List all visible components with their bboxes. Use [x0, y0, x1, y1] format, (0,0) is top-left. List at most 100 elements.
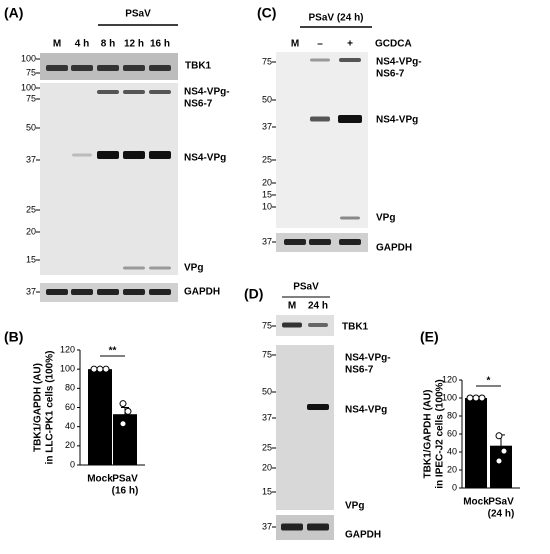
data-point	[495, 457, 503, 465]
marker-label: 37	[262, 412, 272, 422]
lane-label: M	[291, 39, 299, 50]
data-point	[119, 400, 127, 408]
y-tick-label: 120	[60, 344, 75, 354]
band	[310, 116, 330, 122]
protein-label: GAPDH	[345, 530, 381, 541]
band	[72, 153, 92, 157]
marker-label: 25	[262, 442, 272, 452]
group-label: PSaV	[125, 9, 151, 20]
band	[339, 239, 361, 245]
band	[71, 65, 93, 71]
marker-label: 25	[262, 154, 272, 164]
band	[149, 289, 171, 295]
data-point	[102, 365, 110, 373]
x-tick-label: Mock	[87, 474, 113, 485]
band	[282, 322, 302, 328]
treatment-label: GCDCA	[375, 39, 412, 50]
band	[149, 65, 171, 71]
protein-label: NS4-VPg-	[184, 87, 230, 98]
panel-label: (C)	[257, 5, 276, 21]
marker-label: 10	[262, 201, 272, 211]
marker-label: 50	[262, 386, 272, 396]
band	[308, 323, 328, 327]
band	[284, 239, 306, 245]
axis-label: in IPEC-J2 cells (100%)	[435, 379, 446, 489]
bar	[490, 445, 512, 488]
marker-label: 75	[262, 349, 272, 359]
x-tick-label: (16 h)	[112, 486, 139, 497]
x-tick-label: Mock	[463, 497, 489, 508]
x-tick-label: PSaV	[488, 497, 514, 508]
band	[149, 90, 171, 94]
band	[123, 90, 145, 94]
panel-label: (B)	[4, 329, 23, 345]
marker-label: 37	[262, 121, 272, 131]
y-tick-label: 40	[447, 446, 457, 456]
band	[339, 58, 361, 62]
protein-label: NS4-VPg-	[376, 57, 422, 68]
lane-label: 16 h	[150, 39, 170, 50]
y-tick-label: 100	[60, 364, 75, 374]
data-point	[96, 365, 104, 373]
band	[149, 151, 171, 159]
protein-label: NS4-VPg	[376, 115, 418, 126]
marker-label: 37	[26, 154, 36, 164]
band	[338, 115, 362, 123]
lane-label: –	[317, 39, 323, 50]
marker-label: 20	[262, 462, 272, 472]
protein-label: NS4-VPg	[184, 153, 226, 164]
protein-label: NS6-7	[184, 99, 213, 110]
protein-label: TBK1	[342, 322, 369, 333]
band	[46, 289, 68, 295]
y-tick-label: 20	[65, 440, 75, 450]
marker-label: 20	[26, 226, 36, 236]
y-tick-label: 100	[442, 392, 457, 402]
data-point	[90, 365, 98, 373]
y-tick-label: 60	[447, 428, 457, 438]
axis-label: TBK1/GAPDH (AU)	[33, 363, 44, 452]
data-point	[495, 432, 503, 440]
protein-label: GAPDH	[184, 287, 220, 298]
band	[307, 523, 329, 531]
marker-label: 20	[262, 177, 272, 187]
marker-label: 50	[26, 122, 36, 132]
band	[97, 65, 119, 71]
lane-label: 8 h	[101, 39, 115, 50]
bar	[465, 398, 487, 488]
protein-label: VPg	[376, 213, 395, 224]
band	[123, 266, 145, 270]
x-tick-label: (24 h)	[488, 509, 515, 520]
data-point	[500, 447, 508, 455]
marker-label: 75	[262, 320, 272, 330]
marker-label: 75	[26, 93, 36, 103]
y-tick-label: 0	[70, 459, 75, 469]
blot	[40, 83, 178, 275]
band	[310, 58, 330, 62]
band	[149, 266, 171, 270]
protein-label: TBK1	[185, 61, 212, 72]
significance-label: *	[487, 376, 491, 387]
panel-label: (E)	[420, 329, 439, 345]
lane-label: M	[288, 301, 296, 312]
group-label: PSaV	[293, 282, 319, 293]
blot-strip	[276, 315, 334, 336]
marker-label: 37	[262, 236, 272, 246]
marker-label: 100	[21, 53, 36, 63]
band	[123, 151, 145, 159]
group-label: PSaV (24 h)	[308, 13, 363, 24]
band	[46, 65, 68, 71]
data-point	[478, 394, 486, 402]
y-tick-label: 40	[65, 421, 75, 431]
x-tick-label: PSaV	[112, 474, 138, 485]
band	[123, 65, 145, 71]
band	[281, 523, 303, 531]
lane-label: +	[347, 39, 353, 50]
lane-label: 24 h	[308, 301, 328, 312]
data-point	[466, 394, 474, 402]
protein-label: GAPDH	[376, 243, 412, 254]
data-point	[472, 394, 480, 402]
data-point	[124, 407, 132, 415]
y-tick-label: 80	[65, 383, 75, 393]
band	[340, 216, 360, 220]
